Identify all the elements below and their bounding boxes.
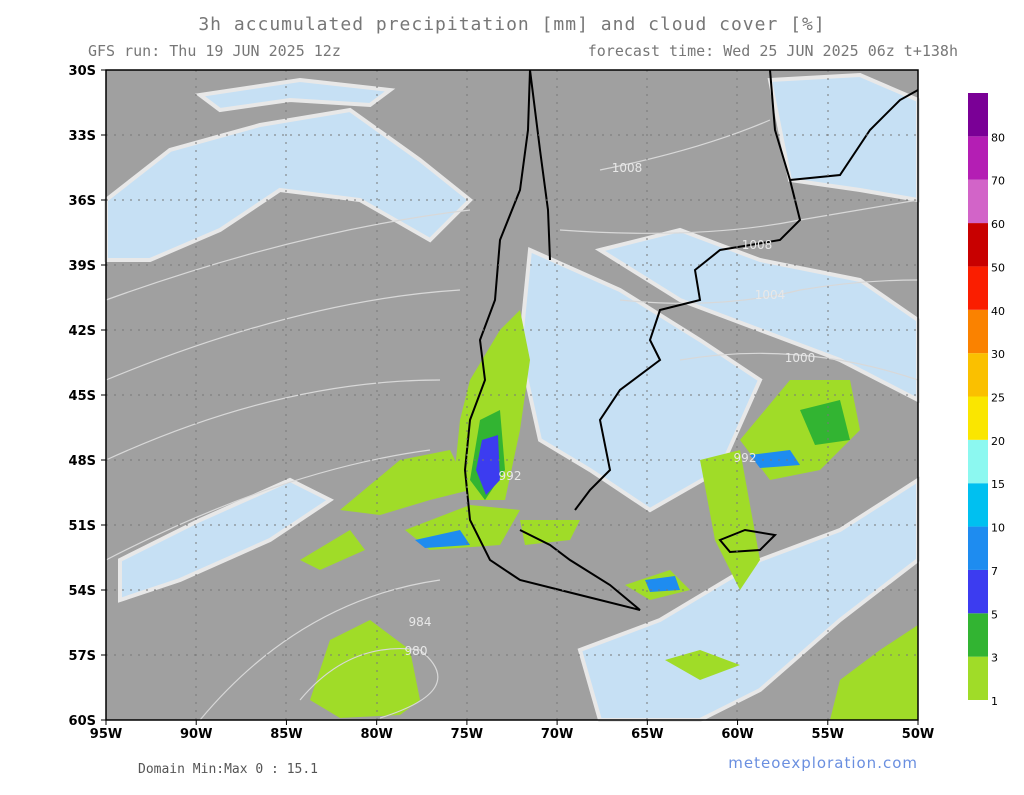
legend-swatch [968, 353, 988, 397]
cloud-area [767, 72, 920, 203]
isobar-label: 992 [734, 451, 757, 465]
precip-area [520, 520, 580, 545]
precip-area [415, 530, 470, 548]
coastline [463, 69, 641, 611]
isobar [105, 449, 431, 561]
precip-area [830, 625, 918, 720]
legend-label: 20 [991, 435, 1005, 448]
map [104, 69, 920, 722]
legend-label: 50 [991, 261, 1005, 274]
lat-label: 60S [69, 714, 96, 729]
precip-area [310, 620, 420, 718]
isobar [619, 279, 919, 304]
isobar-label: 992 [499, 469, 522, 483]
legend-label: 80 [991, 131, 1005, 144]
lat-label: 42S [69, 324, 96, 339]
cloud-area [577, 476, 920, 722]
isobar [299, 648, 439, 719]
legend-label: 30 [991, 348, 1005, 361]
lon-label: 55W [812, 727, 844, 742]
precip-area [665, 650, 740, 680]
precip-area [300, 530, 365, 570]
forecast-info: forecast time: Wed 25 JUN 2025 06z t+138… [588, 42, 958, 60]
lon-label: 65W [631, 727, 663, 742]
legend-swatch [968, 93, 988, 137]
isobar [105, 209, 471, 301]
isobars [105, 119, 919, 721]
isobar [105, 379, 441, 461]
cloud-cover [104, 72, 920, 722]
precip-area [455, 310, 530, 500]
lon-label: 85W [270, 727, 302, 742]
lat-label: 48S [69, 454, 96, 469]
min-max: Domain Min:Max 0 : 15.1 [138, 762, 318, 777]
run-info: GFS run: Thu 19 JUN 2025 12z [88, 42, 341, 60]
legend-swatch [968, 569, 988, 614]
isobar-label: 1008 [742, 238, 773, 252]
legend-label: 5 [991, 608, 998, 621]
lon-label: 90W [180, 727, 212, 742]
lat-label: 39S [69, 259, 96, 274]
legend-label: 40 [991, 305, 1005, 318]
lat-label: 30S [69, 64, 96, 79]
legend-swatch [968, 179, 988, 224]
legend-swatch [968, 396, 988, 440]
lat-label: 45S [69, 389, 96, 404]
precip-area [476, 435, 500, 495]
legend-swatch [968, 656, 988, 700]
title: 3h accumulated precipitation [mm] and cl… [198, 14, 825, 35]
lon-label: 60W [721, 727, 753, 742]
precip-area [700, 450, 760, 590]
lat-label: 57S [69, 649, 96, 664]
isobar [679, 352, 919, 381]
precip-area [800, 400, 850, 445]
legend-swatch [968, 266, 988, 310]
precipitation [300, 310, 918, 720]
legend-swatch [968, 223, 988, 267]
credit: meteoexploration.com [728, 754, 918, 772]
coastline [718, 528, 778, 554]
legend-swatch [968, 136, 988, 180]
legend-label: 60 [991, 218, 1005, 231]
legend-label: 25 [991, 392, 1005, 405]
cloud-area [104, 107, 473, 262]
isobar [599, 119, 771, 171]
legend-label: 7 [991, 565, 998, 578]
legend-swatch [968, 526, 988, 570]
isobar [105, 289, 461, 381]
isobar-label: 984 [409, 615, 432, 629]
lon-label: 75W [451, 727, 483, 742]
lat-label: 54S [69, 584, 96, 599]
legend-swatch [968, 483, 988, 527]
cloud-area [194, 77, 396, 113]
legend-label: 15 [991, 478, 1005, 491]
lat-label: 36S [69, 194, 96, 209]
legend-label: 10 [991, 522, 1005, 535]
legend-swatch [968, 309, 988, 354]
isobar-label: 1008 [612, 161, 643, 175]
isobar-label: 1004 [755, 288, 786, 302]
lon-label: 80W [360, 727, 392, 742]
precip-area [750, 450, 800, 468]
lon-label: 70W [541, 727, 573, 742]
border [529, 69, 551, 261]
isobar-label: 1000 [785, 351, 816, 365]
lon-label: 50W [902, 727, 934, 742]
legend-swatch [968, 439, 988, 484]
coastline [789, 89, 919, 181]
legend-label: 3 [991, 652, 998, 665]
legend-swatch [968, 613, 988, 657]
cloud-area [118, 477, 334, 603]
lat-label: 33S [69, 129, 96, 144]
isobar-label: 980 [405, 644, 428, 658]
precip-area [645, 576, 680, 592]
precip-area [340, 450, 470, 515]
lat-label: 51S [69, 519, 96, 534]
lon-label: 95W [90, 727, 122, 742]
legend-label: 1 [991, 695, 998, 708]
isobar [559, 199, 919, 234]
legend-label: 70 [991, 175, 1005, 188]
isobar [199, 579, 441, 721]
